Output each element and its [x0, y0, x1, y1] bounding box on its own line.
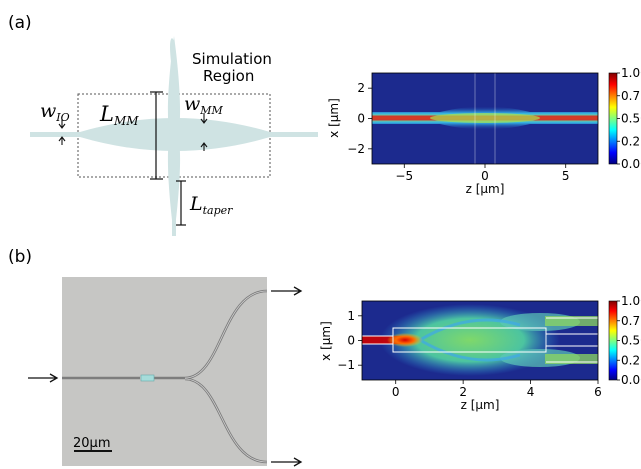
colorbar-a [608, 72, 618, 165]
w-io-arrow-top [58, 119, 66, 129]
colorbar-tick-label: 0.00 [621, 157, 641, 171]
xtick-label: 0 [481, 169, 489, 183]
xtick-label: 6 [594, 385, 602, 399]
output-arrow-bottom [271, 457, 303, 467]
colorbar-tick-label: 0.75 [621, 89, 641, 103]
heatmap-a-xlabel: z [µm] [466, 182, 505, 196]
colorbar-tick-label: 0.75 [621, 314, 641, 328]
xtick-label: 2 [459, 385, 467, 399]
xtick-label: 4 [527, 385, 535, 399]
ytick-label: 2 [357, 81, 365, 95]
colorbar-tick-label: 0.25 [621, 134, 641, 148]
scale-bar-label: 20µm [73, 436, 110, 451]
colorbar-tick-label: 0.50 [621, 112, 641, 126]
simulation-region-label-2: Region [203, 67, 254, 85]
output-arrow-top [271, 286, 303, 296]
ytick-label: −1 [337, 358, 355, 372]
colorbar-b [608, 300, 618, 381]
mmi-device [140, 374, 155, 382]
w-mm-label: wMM [184, 93, 224, 117]
heatmap-a-ylabel: x [µm] [327, 98, 341, 138]
ytick-label: 1 [347, 309, 355, 323]
simulation-region-label-1: Simulation [192, 50, 272, 68]
xtick-label: 0 [392, 385, 400, 399]
colorbar-tick-label: 0.00 [621, 373, 641, 387]
xtick-label: −5 [395, 169, 413, 183]
l-mm-label: LMM [99, 102, 139, 128]
ytick-label: 0 [347, 334, 355, 348]
colorbar-tick-label: 0.50 [621, 334, 641, 348]
colorbar-tick-label: 0.25 [621, 353, 641, 367]
micrograph: 20µm [28, 277, 303, 467]
w-io-arrow-bottom [58, 136, 66, 145]
l-taper-label: Ltaper [189, 193, 233, 217]
w-mm-arrow-top [200, 113, 208, 124]
ytick-label: 0 [357, 112, 365, 126]
ytick-label: −2 [347, 142, 365, 156]
heatmap-b: 0 2 4 6 1 0 −1 z [µm] x [µm] 1.00 0.75 0.50 0.25 0… [319, 294, 641, 412]
panel-b-label: (b) [8, 247, 32, 267]
colorbar-tick-label: 1.00 [621, 66, 641, 80]
heatmap-b-xlabel: z [µm] [461, 398, 500, 412]
micrograph-background [62, 277, 267, 466]
w-io-label: wIO [40, 100, 70, 124]
mmi-schematic: Simulation Region wIO LMM wMM Ltaper [30, 36, 318, 236]
vertical-waveguide [167, 36, 181, 236]
colorbar-tick-label: 1.00 [621, 294, 641, 308]
heatmap-b-input-core [362, 336, 402, 344]
w-mm-arrow-bottom [200, 142, 208, 151]
xtick-label: 5 [562, 169, 570, 183]
input-arrow [28, 373, 59, 383]
panel-a-label: (a) [8, 13, 32, 33]
heatmap-b-ylabel: x [µm] [319, 321, 333, 361]
heatmap-a: −5 0 5 2 0 −2 z [µm] x [µm] 1.00 0.75 0.50 0.25 0… [327, 66, 641, 196]
